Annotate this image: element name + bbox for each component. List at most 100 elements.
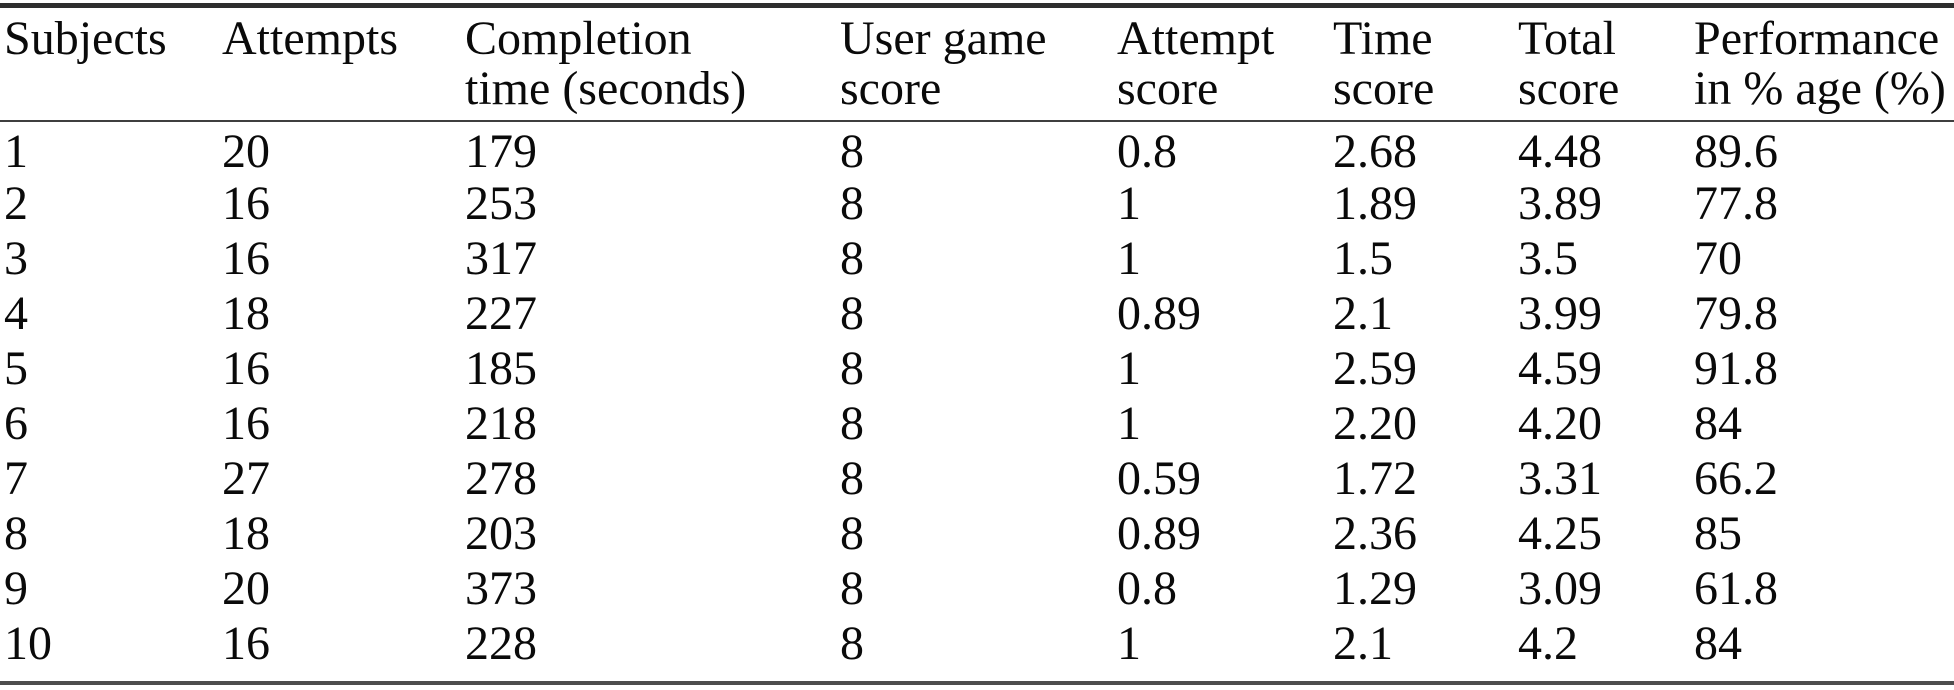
table-cell: 3.89 <box>1518 176 1602 230</box>
table-cell: 8 <box>840 286 864 340</box>
table-cell: 0.89 <box>1117 286 1201 340</box>
table-cell: 8 <box>840 561 864 615</box>
table-cell: 16 <box>222 231 270 285</box>
table-cell: 1.89 <box>1333 176 1417 230</box>
table-cell: 20 <box>222 561 270 615</box>
table-cell: 4 <box>4 286 28 340</box>
table-cell: 0.8 <box>1117 125 1177 178</box>
column-header-attempts: Attempts <box>218 8 461 122</box>
table-cell: 8 <box>840 396 864 450</box>
subject-performance-table: Subjects Attempts Completion time (secon… <box>0 8 1954 671</box>
table-cell: 70 <box>1694 231 1742 285</box>
table-cell: 61.8 <box>1694 561 1778 615</box>
table-row: 5 16 185 8 1 2.59 4.59 91.8 <box>0 341 1954 396</box>
table-cell: 1 <box>4 125 28 178</box>
table-cell: 8 <box>840 176 864 230</box>
table-cell: 2.68 <box>1333 125 1417 178</box>
table-cell: 1 <box>1117 616 1141 670</box>
table-cell: 3 <box>4 231 28 285</box>
table-row: 3 16 317 8 1 1.5 3.5 70 <box>0 231 1954 286</box>
table-cell: 91.8 <box>1694 341 1778 395</box>
column-header-subjects: Subjects <box>0 8 218 122</box>
table-cell: 2.36 <box>1333 506 1417 560</box>
table-cell: 85 <box>1694 506 1742 560</box>
table-cell: 84 <box>1694 616 1742 670</box>
table-cell: 2 <box>4 176 28 230</box>
table-cell: 8 <box>4 506 28 560</box>
table-cell: 66.2 <box>1694 451 1778 505</box>
results-table-region: Subjects Attempts Completion time (secon… <box>0 3 1954 685</box>
column-header-performance: Performance in % age (%) <box>1690 8 1954 122</box>
table-cell: 0.59 <box>1117 451 1201 505</box>
table-header: Subjects Attempts Completion time (secon… <box>0 8 1954 122</box>
table-cell: 2.20 <box>1333 396 1417 450</box>
table-cell: 228 <box>465 616 537 670</box>
table-row: 2 16 253 8 1 1.89 3.89 77.8 <box>0 176 1954 231</box>
table-cell: 278 <box>465 451 537 505</box>
table-cell: 20 <box>222 125 270 178</box>
column-header-time-score: Time score <box>1329 8 1514 122</box>
table-cell: 2.59 <box>1333 341 1417 395</box>
table-cell: 18 <box>222 506 270 560</box>
table-cell: 27 <box>222 451 270 505</box>
table-cell: 4.20 <box>1518 396 1602 450</box>
table-cell: 3.99 <box>1518 286 1602 340</box>
table-cell: 1 <box>1117 396 1141 450</box>
table-cell: 317 <box>465 231 537 285</box>
table-cell: 3.5 <box>1518 231 1578 285</box>
table-cell: 8 <box>840 616 864 670</box>
table-cell: 179 <box>465 125 537 178</box>
table-cell: 253 <box>465 176 537 230</box>
table-cell: 8 <box>840 341 864 395</box>
table-cell: 4.25 <box>1518 506 1602 560</box>
table-cell: 8 <box>840 451 864 505</box>
table-cell: 18 <box>222 286 270 340</box>
table-cell: 1.72 <box>1333 451 1417 505</box>
table-cell: 4.2 <box>1518 616 1578 670</box>
table-cell: 2.1 <box>1333 286 1393 340</box>
table-cell: 77.8 <box>1694 176 1778 230</box>
table-cell: 1.5 <box>1333 231 1393 285</box>
table-cell: 10 <box>4 616 52 670</box>
table-row: 4 18 227 8 0.89 2.1 3.99 79.8 <box>0 286 1954 341</box>
table-cell: 3.09 <box>1518 561 1602 615</box>
table-cell: 3.31 <box>1518 451 1602 505</box>
table-cell: 1 <box>1117 231 1141 285</box>
column-header-completion-time: Completion time (seconds) <box>461 8 836 122</box>
table-cell: 1 <box>1117 341 1141 395</box>
table-cell: 16 <box>222 341 270 395</box>
table-cell: 79.8 <box>1694 286 1778 340</box>
table-cell: 84 <box>1694 396 1742 450</box>
table-cell: 16 <box>222 176 270 230</box>
table-row: 7 27 278 8 0.59 1.72 3.31 66.2 <box>0 451 1954 506</box>
column-header-total-score: Total score <box>1514 8 1690 122</box>
table-row: 6 16 218 8 1 2.20 4.20 84 <box>0 396 1954 451</box>
table-cell: 4.59 <box>1518 341 1602 395</box>
table-row: 9 20 373 8 0.8 1.29 3.09 61.8 <box>0 561 1954 616</box>
table-row: 8 18 203 8 0.89 2.36 4.25 85 <box>0 506 1954 561</box>
table-cell: 89.6 <box>1694 125 1778 178</box>
table-cell: 4.48 <box>1518 125 1602 178</box>
table-cell: 9 <box>4 561 28 615</box>
table-cell: 7 <box>4 451 28 505</box>
table-body: 1 20 179 8 0.8 2.68 4.48 89.6 2 16 253 8 1 1.89 3.89 77… <box>0 121 1954 671</box>
column-header-user-game-score: User game score <box>836 8 1113 122</box>
table-cell: 1.29 <box>1333 561 1417 615</box>
table-cell: 373 <box>465 561 537 615</box>
table-cell: 16 <box>222 616 270 670</box>
column-header-attempt-score: Attempt score <box>1113 8 1329 122</box>
table-row: 10 16 228 8 1 2.1 4.2 84 <box>0 616 1954 671</box>
table-cell: 2.1 <box>1333 616 1393 670</box>
table-cell: 227 <box>465 286 537 340</box>
table-cell: 0.8 <box>1117 561 1177 615</box>
table-cell: 8 <box>840 506 864 560</box>
table-cell: 218 <box>465 396 537 450</box>
table-cell: 8 <box>840 125 864 178</box>
table-row: 1 20 179 8 0.8 2.68 4.48 89.6 <box>0 121 1954 176</box>
table-cell: 1 <box>1117 176 1141 230</box>
table-cell: 16 <box>222 396 270 450</box>
table-cell: 185 <box>465 341 537 395</box>
table-cell: 5 <box>4 341 28 395</box>
table-cell: 0.89 <box>1117 506 1201 560</box>
table-cell: 203 <box>465 506 537 560</box>
